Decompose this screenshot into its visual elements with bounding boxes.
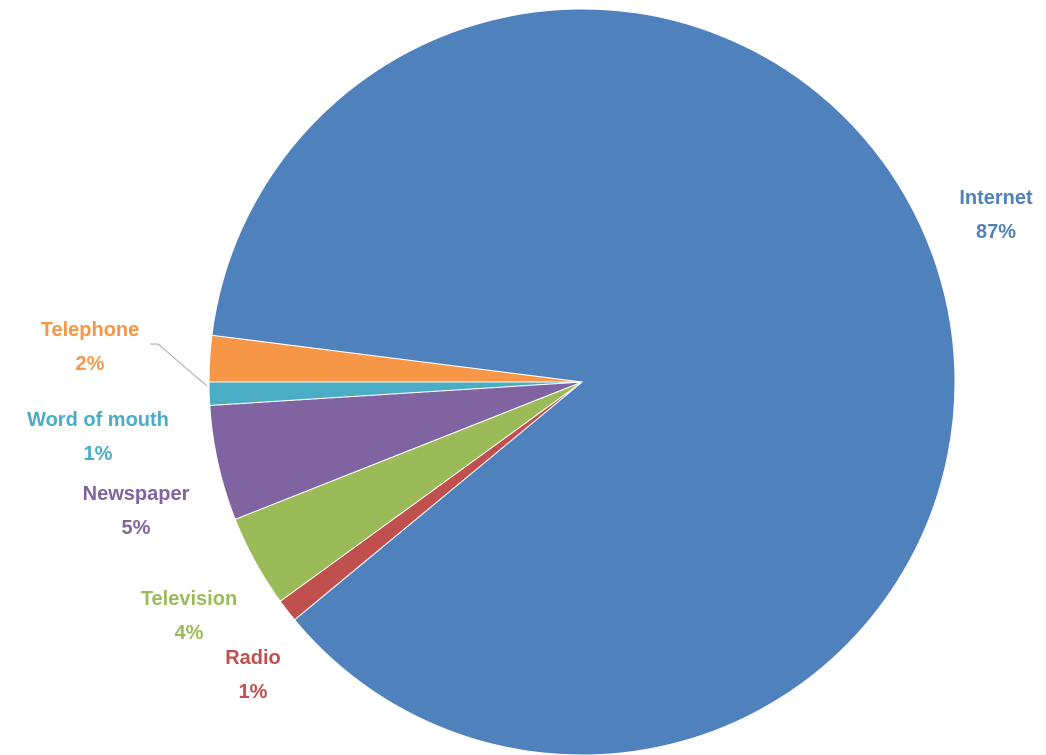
data-label-category: Word of mouth xyxy=(27,409,169,431)
data-label-category: Internet xyxy=(959,187,1033,209)
data-label-value: 87% xyxy=(976,221,1016,243)
data-label-value: 4% xyxy=(175,622,204,644)
data-label-value: 1% xyxy=(239,681,268,703)
pie-slice-word-of-mouth xyxy=(208,381,583,406)
pie-labels: Telephone 2% Internet 87% Radio 1% Television 4… xyxy=(27,187,1033,703)
data-label-newspaper: Newspaper 5% xyxy=(83,483,190,539)
data-label-television: Television 4% xyxy=(141,588,237,644)
data-label-category: Television xyxy=(141,588,237,610)
leader-line-telephone xyxy=(150,343,208,387)
data-label-value: 2% xyxy=(76,353,105,375)
data-label-value: 1% xyxy=(84,443,113,465)
data-label-category: Telephone xyxy=(41,319,140,341)
data-label-category: Newspaper xyxy=(83,483,190,505)
data-label-value: 5% xyxy=(122,517,151,539)
data-label-word-of-mouth: Word of mouth 1% xyxy=(27,409,169,465)
data-label-category: Radio xyxy=(225,647,281,669)
data-label-internet: Internet 87% xyxy=(959,187,1033,243)
pie-slices xyxy=(208,8,956,755)
data-label-telephone: Telephone 2% xyxy=(41,319,140,375)
data-label-radio: Radio 1% xyxy=(225,647,281,703)
